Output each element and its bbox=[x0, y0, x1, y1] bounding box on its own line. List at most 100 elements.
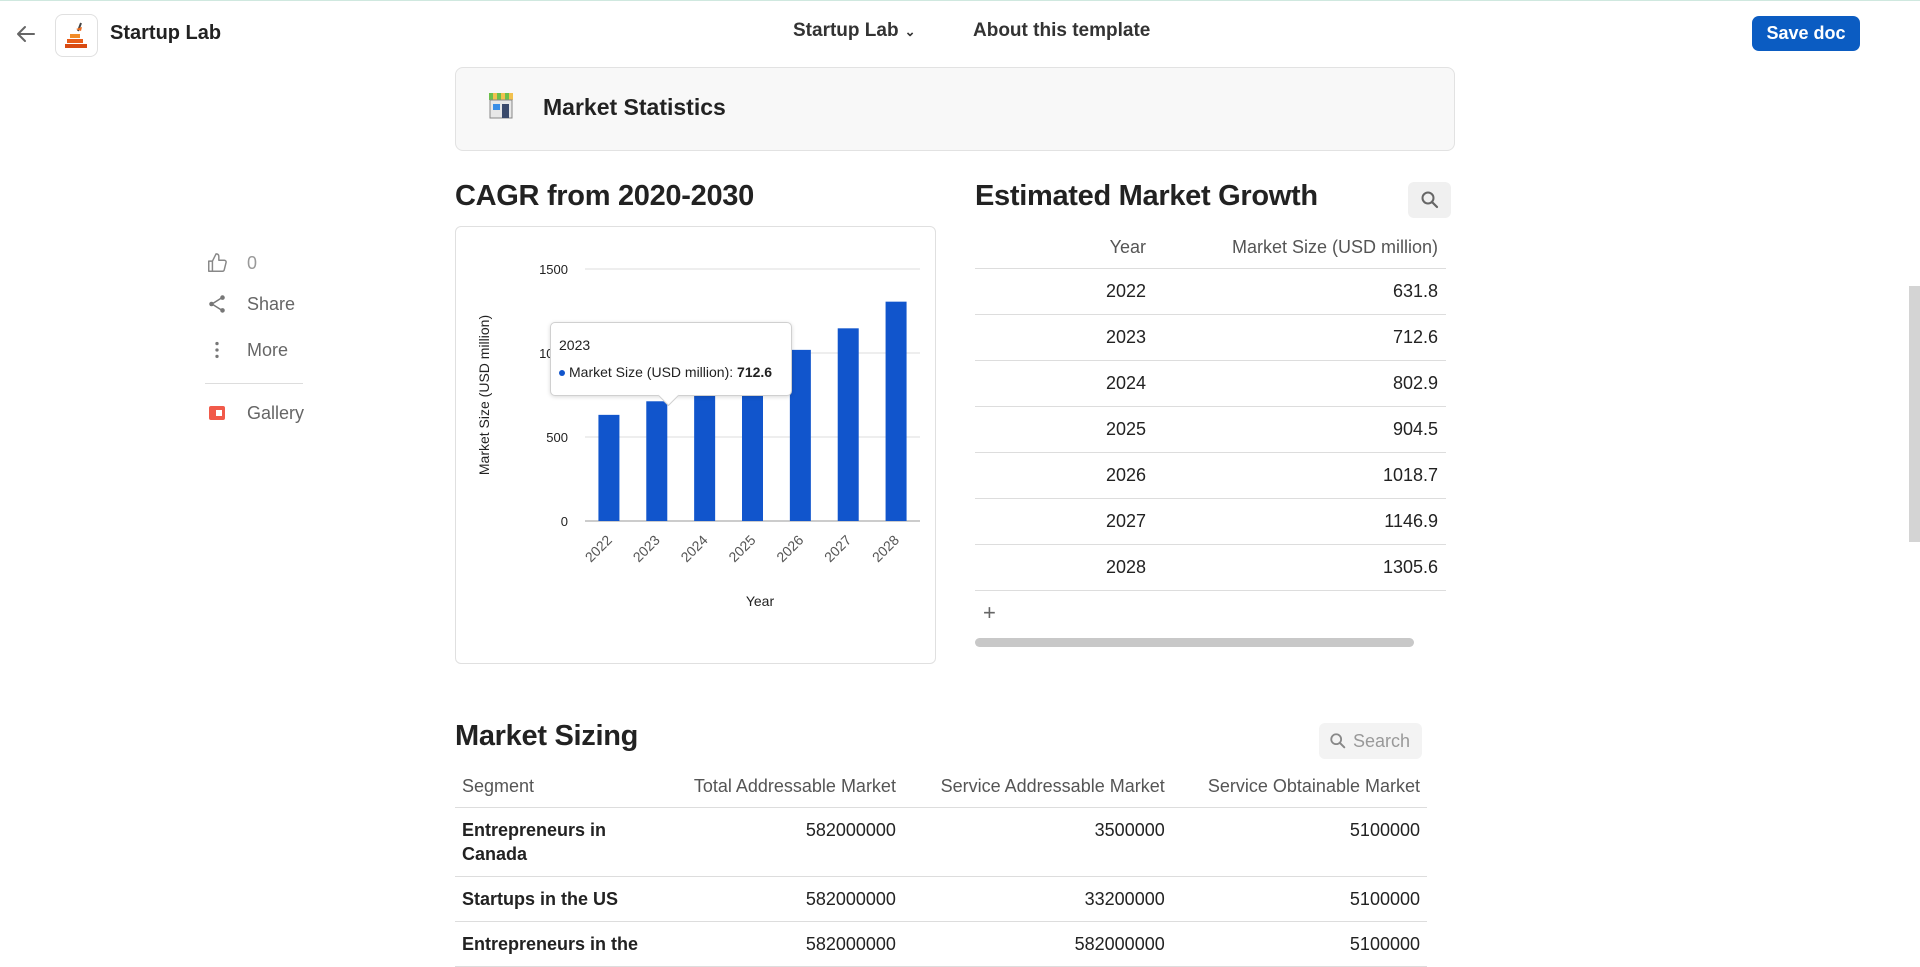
table-row[interactable]: Entrepreneurs in the 582000000 582000000… bbox=[455, 921, 1427, 967]
gallery-label: Gallery bbox=[247, 402, 305, 423]
table-cell[interactable]: 712.6 bbox=[1154, 314, 1446, 361]
x-tick-label: 2024 bbox=[677, 532, 710, 565]
gallery-link[interactable]: Gallery bbox=[205, 401, 304, 425]
table-cell[interactable]: 582000000 bbox=[659, 807, 903, 877]
doc-menu-label: Startup Lab bbox=[793, 20, 899, 41]
bar[interactable] bbox=[789, 349, 811, 521]
growth-table: Year Market Size (USD million) 2022 631.8… bbox=[975, 226, 1446, 591]
table-cell[interactable]: 2025 bbox=[975, 406, 1154, 453]
column-header[interactable]: Service Addressable Market bbox=[902, 766, 1172, 808]
app-title: Startup Lab bbox=[110, 22, 222, 44]
table-search-button[interactable] bbox=[1408, 182, 1451, 218]
x-tick-label: 2022 bbox=[582, 532, 615, 565]
top-border bbox=[0, 0, 1920, 1]
share-icon bbox=[205, 292, 229, 316]
like-count: 0 bbox=[247, 252, 258, 273]
gallery-icon bbox=[205, 401, 229, 425]
series-dot bbox=[559, 370, 565, 377]
table-row[interactable]: Entrepreneurs in Canada 582000000 350000… bbox=[455, 807, 1427, 877]
table-row[interactable]: 2026 1018.7 bbox=[975, 452, 1446, 499]
segment-cell[interactable]: Entrepreneurs in the bbox=[455, 921, 659, 967]
column-header[interactable]: Market Size (USD million) bbox=[1154, 226, 1446, 269]
back-button[interactable] bbox=[14, 22, 42, 46]
bar[interactable] bbox=[598, 414, 620, 521]
chevron-down-icon: ⌄ bbox=[904, 24, 916, 39]
x-tick-label: 2026 bbox=[773, 532, 806, 565]
table-row[interactable]: Startups in the US 582000000 33200000 51… bbox=[455, 876, 1427, 922]
table-row[interactable]: 2024 802.9 bbox=[975, 360, 1446, 407]
y-tick-label: 0 bbox=[561, 514, 568, 529]
tooltip-title: 2023 bbox=[559, 337, 591, 353]
column-header[interactable]: Segment bbox=[455, 766, 659, 808]
bar[interactable] bbox=[694, 386, 716, 521]
more-button[interactable]: More bbox=[205, 338, 288, 362]
column-header[interactable]: Year bbox=[975, 226, 1154, 269]
table-cell[interactable]: 5100000 bbox=[1171, 921, 1427, 967]
x-tick-label: 2028 bbox=[869, 532, 902, 565]
like-button[interactable]: 0 bbox=[205, 251, 257, 275]
table-row[interactable]: 2027 1146.9 bbox=[975, 498, 1446, 545]
table-cell[interactable]: 2024 bbox=[975, 360, 1154, 407]
x-axis-label: Year bbox=[746, 593, 775, 609]
y-tick-label: 500 bbox=[546, 430, 568, 445]
bar[interactable] bbox=[837, 328, 859, 521]
table-cell[interactable]: 2028 bbox=[975, 544, 1154, 591]
table-cell[interactable]: 33200000 bbox=[902, 876, 1172, 922]
table-cell[interactable]: 1018.7 bbox=[1154, 452, 1446, 499]
doc-menu[interactable]: Startup Lab ⌄ bbox=[793, 20, 915, 42]
arrow-left-icon bbox=[17, 26, 35, 42]
search-icon bbox=[1330, 733, 1346, 749]
sizing-search-input[interactable]: Search bbox=[1319, 723, 1422, 759]
bar-chart[interactable]: 0500100015002022202320242025202620272028… bbox=[455, 226, 935, 663]
table-cell[interactable]: 2027 bbox=[975, 498, 1154, 545]
page-header-card: Market Statistics bbox=[455, 67, 1455, 151]
save-doc-button[interactable]: Save doc bbox=[1752, 16, 1860, 51]
table-cell[interactable]: 2026 bbox=[975, 452, 1154, 499]
table-cell[interactable]: 1146.9 bbox=[1154, 498, 1446, 545]
share-button[interactable]: Share bbox=[205, 292, 295, 316]
bar[interactable] bbox=[742, 369, 763, 521]
table-cell[interactable]: 3500000 bbox=[902, 807, 1172, 877]
table-cell[interactable]: 631.8 bbox=[1154, 268, 1446, 315]
chart-tooltip: 2023 Market Size (USD million): 712.6 bbox=[550, 322, 792, 407]
vertical-scrollbar[interactable] bbox=[1909, 286, 1920, 542]
table-cell[interactable]: 802.9 bbox=[1154, 360, 1446, 407]
tooltip-label: Market Size (USD million): bbox=[569, 364, 738, 380]
x-tick-label: 2025 bbox=[725, 532, 758, 565]
table-cell[interactable]: 2022 bbox=[975, 268, 1154, 315]
horizontal-scrollbar[interactable] bbox=[975, 638, 1414, 647]
segment-cell[interactable]: Entrepreneurs in Canada bbox=[455, 807, 659, 877]
startup-logo-icon bbox=[65, 22, 87, 48]
table-cell[interactable]: 582000000 bbox=[659, 921, 903, 967]
add-row-button[interactable]: + bbox=[983, 600, 996, 625]
column-header[interactable]: Total Addressable Market bbox=[659, 766, 903, 808]
table-cell[interactable]: 5100000 bbox=[1171, 876, 1427, 922]
table-row[interactable]: 2023 712.6 bbox=[975, 314, 1446, 361]
table-row[interactable]: 2028 1305.6 bbox=[975, 544, 1446, 591]
table-cell[interactable]: 582000000 bbox=[659, 876, 903, 922]
tooltip-value: 712.6 bbox=[737, 364, 773, 380]
tooltip-line: Market Size (USD million): 712.6 bbox=[559, 364, 772, 380]
table-cell[interactable]: 582000000 bbox=[902, 921, 1172, 967]
app-logo[interactable] bbox=[55, 14, 98, 57]
segment-cell[interactable]: Startups in the US bbox=[455, 876, 659, 922]
more-label: More bbox=[247, 339, 289, 360]
table-cell[interactable]: 2023 bbox=[975, 314, 1154, 361]
market-sizing-table: Segment Total Addressable Market Service… bbox=[455, 766, 1427, 967]
search-placeholder: Search bbox=[1353, 730, 1411, 751]
about-template-link[interactable]: About this template bbox=[973, 20, 1151, 41]
column-header[interactable]: Service Obtainable Market bbox=[1171, 766, 1427, 808]
table-cell[interactable]: 5100000 bbox=[1171, 807, 1427, 877]
y-tick-label: 1500 bbox=[539, 262, 568, 277]
table-cell[interactable]: 904.5 bbox=[1154, 406, 1446, 453]
bar[interactable] bbox=[885, 301, 907, 521]
table-row[interactable]: 2025 904.5 bbox=[975, 406, 1446, 453]
search-icon bbox=[1421, 191, 1438, 209]
storefront-icon bbox=[486, 92, 516, 125]
table-cell[interactable]: 1305.6 bbox=[1154, 544, 1446, 591]
table-row[interactable]: 2022 631.8 bbox=[975, 268, 1446, 315]
bar[interactable] bbox=[646, 401, 668, 521]
share-label: Share bbox=[247, 293, 296, 314]
y-axis-label: Market Size (USD million) bbox=[476, 315, 492, 475]
more-vertical-icon bbox=[205, 338, 229, 362]
